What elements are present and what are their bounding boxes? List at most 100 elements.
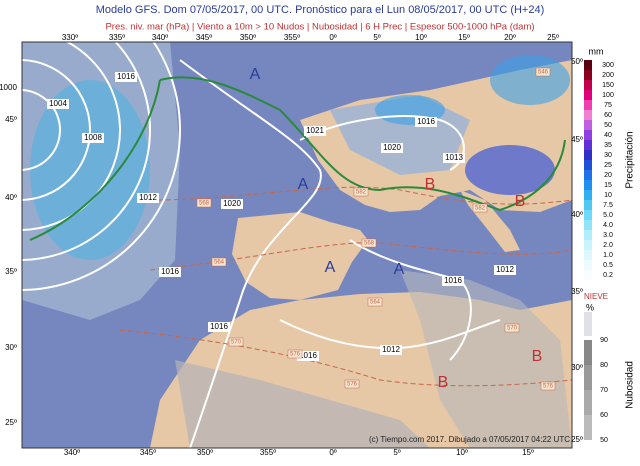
precip-label: 4.0 xyxy=(603,222,613,229)
precip-swatch xyxy=(584,200,592,210)
cloud-swatch xyxy=(584,415,592,440)
pressure-center: A xyxy=(325,259,336,276)
lat-label: 30º xyxy=(571,363,583,372)
precip-swatch xyxy=(584,170,592,180)
isobar-label-box xyxy=(297,351,319,361)
isobar-label-box xyxy=(0,83,19,93)
isobar-label-box xyxy=(208,322,230,332)
cloud-swatch xyxy=(584,390,592,415)
thickness-label-box xyxy=(353,187,369,197)
isobar-label: 1013 xyxy=(445,153,463,162)
isobar-label: 1020 xyxy=(223,199,241,208)
precip-label: 10 xyxy=(604,192,612,199)
thickness-label: 576 xyxy=(347,382,358,388)
lat-label: 25º xyxy=(5,418,17,427)
precip-title: Precipitación xyxy=(625,131,636,188)
cloud-label: 50 xyxy=(600,437,608,444)
thickness-label-box xyxy=(540,381,556,391)
precip-swatch xyxy=(584,60,592,70)
isobar-label: 1016 xyxy=(417,117,435,126)
isobar-label: 1016 xyxy=(117,72,135,81)
pressure-center: A xyxy=(298,176,309,193)
lat-label: 40º xyxy=(5,193,17,202)
isobar-label: 1000 xyxy=(0,83,17,92)
thickness-label: 582 xyxy=(475,206,486,212)
precip-label: 35 xyxy=(604,142,612,149)
precip-label: 20 xyxy=(604,172,612,179)
lon-label: 10º xyxy=(456,448,468,457)
thickness-label: 564 xyxy=(370,300,381,306)
precip-swatch xyxy=(584,260,592,270)
thickness-label-box xyxy=(535,67,551,77)
precip-label: 30 xyxy=(604,152,612,159)
precip-swatch xyxy=(584,130,592,140)
lon-label: 345º xyxy=(140,448,156,457)
lon-label: 0º xyxy=(329,33,336,42)
precip-swatch xyxy=(584,240,592,250)
lat-label: 35º xyxy=(5,267,17,276)
isobar-label: 1016 xyxy=(210,322,228,331)
thickness-label-box xyxy=(211,257,227,267)
cloud xyxy=(400,270,572,448)
cloud-label: 60 xyxy=(600,412,608,419)
precip-swatch xyxy=(584,140,592,150)
isobar-label-box xyxy=(82,133,104,143)
thickness-label-box xyxy=(367,297,383,307)
cloud-unit: % xyxy=(586,302,594,312)
lat-label: 45º xyxy=(571,135,583,144)
precip-label: 5.0 xyxy=(603,212,613,219)
isobar-label-box xyxy=(47,99,69,109)
land xyxy=(232,212,368,300)
precip-swatch xyxy=(584,270,592,280)
isobar-label: 1016 xyxy=(299,351,317,360)
thickness-label: 570 xyxy=(507,326,518,332)
precip-label: 3.0 xyxy=(603,232,613,239)
pressure-center: A xyxy=(250,66,261,83)
precip-swatch xyxy=(584,230,592,240)
precip-label: 100 xyxy=(602,92,614,99)
precip-swatch xyxy=(584,160,592,170)
thickness-label-box xyxy=(287,349,303,359)
lon-label: 25º xyxy=(547,33,559,42)
lon-label: 340º xyxy=(152,33,168,42)
precip xyxy=(490,55,570,105)
lon-label: 15º xyxy=(522,448,534,457)
lon-label: 355º xyxy=(284,33,300,42)
isobar-label-box xyxy=(221,199,243,209)
subtitle: Pres. niv. mar (hPa) | Viento a 10m > 10… xyxy=(105,22,534,33)
thickness-label-box xyxy=(472,203,488,213)
cloud-title: Nubosidad xyxy=(625,361,636,409)
cloud xyxy=(175,360,430,448)
isobar-label-box xyxy=(115,72,137,82)
thickness-label: 564 xyxy=(214,260,225,266)
isobar-label-box xyxy=(137,193,159,203)
precip-swatch xyxy=(584,180,592,190)
thickness-label-box xyxy=(228,337,244,347)
thickness-label: 570 xyxy=(231,340,242,346)
pressure-center: B xyxy=(532,348,543,365)
precip-label: 50 xyxy=(604,122,612,129)
isobar-label: 1012 xyxy=(496,265,514,274)
precip-swatch xyxy=(584,250,592,260)
cloud-label: 70 xyxy=(600,387,608,394)
lon-label: 350º xyxy=(197,448,213,457)
lon-label: 330º xyxy=(62,33,78,42)
precip-swatch xyxy=(584,210,592,220)
pressure-center: B xyxy=(515,193,526,210)
lon-label: 355º xyxy=(260,448,276,457)
thickness-label-box xyxy=(196,198,212,208)
cloud-label: 80 xyxy=(600,362,608,369)
lon-label: 350º xyxy=(240,33,256,42)
precip-swatch xyxy=(584,80,592,90)
lat-label: 50º xyxy=(571,57,583,66)
thickness-label: 576 xyxy=(543,384,554,390)
precip-label: 75 xyxy=(604,102,612,109)
precip-swatch xyxy=(584,120,592,130)
pressure-center: A xyxy=(394,261,405,278)
precip-label: 7.5 xyxy=(603,202,613,209)
precip-label: 40 xyxy=(604,132,612,139)
precip-swatch xyxy=(584,220,592,230)
thickness-label-box xyxy=(344,379,360,389)
thickness xyxy=(119,186,572,387)
